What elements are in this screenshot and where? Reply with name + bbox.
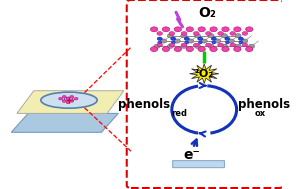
Circle shape	[174, 47, 181, 52]
Circle shape	[210, 47, 217, 52]
Circle shape	[221, 34, 228, 38]
Circle shape	[150, 27, 158, 32]
Circle shape	[242, 32, 248, 35]
Circle shape	[174, 39, 180, 43]
Polygon shape	[190, 64, 219, 84]
Circle shape	[194, 34, 201, 38]
Circle shape	[150, 47, 158, 52]
FancyBboxPatch shape	[173, 161, 224, 168]
Circle shape	[62, 95, 66, 98]
Circle shape	[157, 32, 162, 35]
Circle shape	[235, 44, 241, 48]
Text: e⁻: e⁻	[183, 148, 200, 162]
Polygon shape	[17, 91, 124, 113]
Circle shape	[70, 100, 74, 102]
Circle shape	[225, 41, 229, 44]
Circle shape	[249, 44, 254, 48]
Circle shape	[62, 100, 66, 102]
Circle shape	[215, 39, 221, 43]
Polygon shape	[11, 113, 118, 132]
Circle shape	[181, 34, 187, 38]
Circle shape	[188, 39, 194, 43]
Circle shape	[206, 43, 211, 47]
Circle shape	[167, 34, 173, 38]
Circle shape	[169, 32, 175, 35]
Circle shape	[198, 37, 203, 40]
Circle shape	[181, 44, 187, 48]
Circle shape	[218, 43, 224, 47]
Circle shape	[246, 27, 253, 32]
Circle shape	[184, 37, 189, 40]
Circle shape	[167, 44, 173, 48]
Circle shape	[59, 97, 63, 100]
Circle shape	[230, 43, 235, 47]
Circle shape	[242, 39, 248, 43]
Circle shape	[198, 27, 205, 32]
Text: red: red	[171, 109, 187, 118]
Circle shape	[186, 47, 193, 52]
Circle shape	[198, 47, 205, 52]
Circle shape	[201, 39, 207, 43]
Circle shape	[66, 101, 70, 104]
Circle shape	[70, 95, 74, 98]
Circle shape	[222, 47, 229, 52]
Circle shape	[239, 41, 243, 44]
Circle shape	[66, 97, 70, 100]
Circle shape	[218, 32, 224, 35]
Circle shape	[211, 37, 216, 40]
Circle shape	[181, 43, 187, 47]
Circle shape	[208, 44, 214, 48]
Circle shape	[198, 41, 202, 44]
Circle shape	[228, 39, 234, 43]
Circle shape	[222, 27, 229, 32]
Text: ox: ox	[254, 109, 266, 118]
Circle shape	[154, 44, 160, 48]
FancyBboxPatch shape	[127, 0, 283, 188]
Circle shape	[246, 47, 253, 52]
Circle shape	[174, 27, 181, 32]
Circle shape	[221, 44, 228, 48]
Circle shape	[169, 43, 175, 47]
Circle shape	[193, 43, 199, 47]
Circle shape	[225, 37, 230, 40]
Circle shape	[194, 44, 201, 48]
Circle shape	[234, 47, 241, 52]
Ellipse shape	[41, 92, 97, 108]
Circle shape	[171, 41, 175, 44]
Circle shape	[161, 39, 167, 43]
Circle shape	[74, 97, 78, 100]
Circle shape	[158, 41, 162, 44]
Circle shape	[171, 37, 176, 40]
Text: O₂: O₂	[198, 6, 216, 20]
Circle shape	[193, 32, 199, 35]
Circle shape	[181, 32, 187, 35]
Circle shape	[157, 37, 162, 40]
Circle shape	[230, 32, 235, 35]
Circle shape	[234, 27, 241, 32]
Circle shape	[212, 41, 216, 44]
Circle shape	[162, 47, 170, 52]
Circle shape	[162, 27, 170, 32]
Text: ¹O₂: ¹O₂	[195, 69, 214, 79]
Circle shape	[235, 34, 241, 38]
Circle shape	[206, 32, 211, 35]
Circle shape	[238, 37, 243, 40]
Circle shape	[210, 27, 217, 32]
Circle shape	[242, 43, 248, 47]
Circle shape	[186, 27, 193, 32]
Circle shape	[185, 41, 189, 44]
Text: phenols: phenols	[238, 98, 290, 111]
Text: phenols: phenols	[118, 98, 170, 111]
Circle shape	[157, 43, 162, 47]
Circle shape	[208, 34, 214, 38]
